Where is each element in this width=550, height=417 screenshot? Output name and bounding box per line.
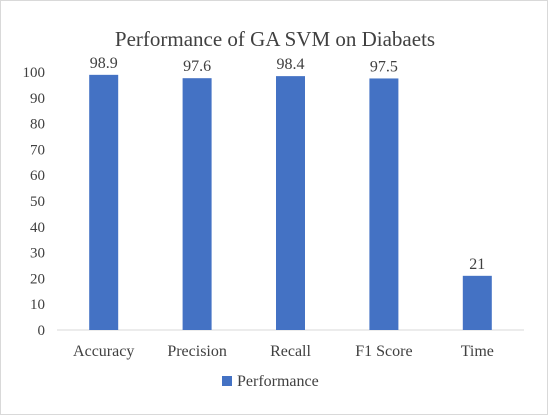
y-tick-label: 60 — [30, 168, 45, 184]
y-tick-label: 0 — [38, 323, 46, 339]
x-tick-label: Precision — [167, 343, 227, 360]
data-label: 98.4 — [277, 56, 305, 73]
y-tick-label: 30 — [30, 246, 45, 262]
x-tick-label: Accuracy — [73, 343, 134, 360]
legend-label-performance: Performance — [237, 373, 319, 390]
data-label: 21 — [469, 256, 485, 273]
data-label: 97.5 — [370, 58, 398, 75]
bar-accuracy — [89, 74, 119, 330]
x-tick-label: Recall — [270, 343, 311, 360]
bar-time — [462, 275, 492, 330]
y-tick-label: 70 — [30, 142, 45, 158]
y-tick-label: 50 — [30, 194, 45, 210]
y-tick-label: 10 — [30, 297, 45, 313]
x-tick-label: F1 Score — [355, 343, 412, 360]
y-tick-label: 20 — [30, 271, 45, 287]
bar-precision — [182, 78, 212, 330]
data-label: 97.6 — [183, 58, 211, 75]
data-label: 98.9 — [90, 55, 118, 72]
y-axis-ticks: 0 10 20 30 40 50 60 70 80 90 100 — [23, 65, 46, 339]
x-tick-label: Time — [461, 343, 494, 360]
bar-f1-score — [369, 78, 399, 330]
y-tick-label: 90 — [30, 91, 45, 107]
bars — [89, 74, 492, 331]
x-axis-labels: Accuracy Precision Recall F1 Score Time — [73, 343, 494, 360]
y-tick-label: 40 — [30, 220, 45, 236]
legend-swatch — [222, 376, 232, 386]
y-tick-label: 100 — [23, 65, 46, 81]
legend: Performance — [222, 373, 319, 390]
bar-recall — [276, 76, 305, 331]
y-tick-label: 80 — [30, 117, 45, 133]
data-labels: 98.9 97.6 98.4 97.5 21 — [90, 55, 486, 273]
chart-title: Performance of GA SVM on Diabaets — [115, 27, 435, 51]
